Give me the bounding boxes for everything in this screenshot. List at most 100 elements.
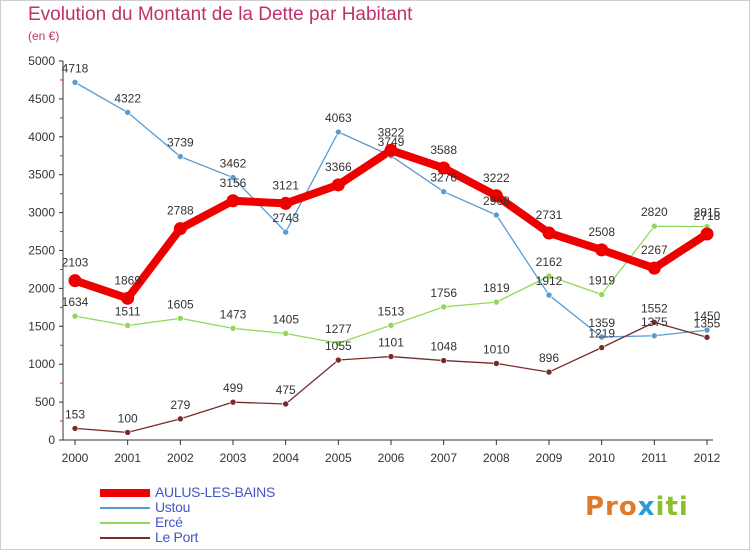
y-tick-label: 2500 [28,244,55,258]
data-point [651,222,658,230]
x-tick-label: 2002 [167,451,194,465]
data-label: 4718 [62,61,89,75]
data-point [598,291,605,298]
logo-part: Pro [585,492,638,522]
data-label: 2267 [641,243,668,257]
data-point [177,315,184,322]
data-point [598,333,605,341]
legend-swatch [100,488,150,497]
data-label: 1605 [167,297,194,311]
data-label: 2718 [694,209,721,223]
data-point [177,153,184,160]
data-label: 3121 [272,178,299,192]
data-label: 2820 [641,205,668,219]
data-label: 1912 [536,274,563,288]
data-point [229,398,237,406]
data-point [493,211,500,219]
data-point [384,143,398,157]
data-point [703,326,711,334]
data-point [282,228,289,236]
data-label: 1048 [430,340,457,354]
data-label: 499 [223,381,243,395]
data-label: 2508 [588,225,615,239]
data-label: 2743 [272,211,299,225]
legend-label: Ercé [155,514,183,530]
data-label: 1450 [694,309,721,323]
data-label: 3366 [325,160,352,174]
data-point [440,188,447,195]
data-label: 3276 [430,171,457,185]
data-point [489,189,503,203]
y-tick-label: 500 [35,395,55,409]
data-point [545,272,553,280]
logo-part: x [637,492,656,522]
data-point [173,222,187,236]
data-point [279,196,293,210]
data-point [335,128,342,136]
legend-label: Ustou [155,499,191,515]
data-label: 1869 [114,273,141,287]
data-label: 1634 [62,295,89,309]
data-point [68,274,82,288]
x-tick-label: 2009 [536,451,563,465]
data-label: 4322 [114,91,141,105]
data-point [282,330,289,337]
legend-swatch [100,521,150,524]
data-point [651,332,658,340]
data-label: 3739 [167,136,194,150]
x-tick-label: 2008 [483,451,510,465]
axes: 0 500 1000 1500 2000 2500 3000 3500 4000 4500 5000… [28,54,720,465]
data-point [387,353,395,360]
data-point [335,356,342,364]
data-label: 1552 [641,301,668,315]
data-point [647,261,661,275]
x-tick-label: 2012 [694,451,721,465]
data-label: 1919 [588,274,615,288]
data-label: 1277 [325,322,352,336]
legend-label: Le Port [155,529,199,545]
data-label: 896 [539,351,559,365]
y-tick-label: 2000 [28,281,55,295]
data-point [177,415,184,423]
data-labels: 2103 1869 2788 3156 3121 3366 3822 3588 3222 2731… [62,61,721,425]
x-tick-label: 2011 [641,451,667,465]
logo-part: iti [655,492,689,522]
data-label: 279 [170,398,190,412]
data-label: 1756 [430,286,457,300]
x-tick-label: 2000 [62,451,89,465]
data-point [71,425,79,432]
data-label: 3462 [220,157,247,171]
data-point [493,298,500,306]
data-label: 2788 [167,204,194,218]
data-label: 1375 [641,315,668,329]
data-label: 3156 [220,176,247,190]
data-point [598,344,605,351]
data-label: 1511 [115,304,141,318]
x-tick-label: 2004 [272,451,299,465]
x-tick-label: 2005 [325,451,352,465]
data-point [651,319,658,326]
data-point [71,79,79,86]
data-label: 1405 [272,313,299,327]
data-label: 153 [65,407,85,421]
data-point [542,226,556,240]
data-point [437,161,451,175]
data-label: 2162 [536,255,563,269]
series-points [68,79,714,436]
data-point [331,178,345,192]
legend-swatch [100,536,150,539]
data-point [440,357,447,364]
data-label: 1101 [378,336,404,350]
data-point [545,368,553,376]
data-label: 1055 [325,339,352,353]
data-point [226,194,240,208]
data-point [545,291,553,299]
data-point [387,322,395,329]
data-label: 3749 [378,135,405,149]
data-label: 2103 [62,256,89,270]
data-point [703,333,711,341]
data-label: 1513 [378,304,405,318]
data-point [71,312,79,320]
